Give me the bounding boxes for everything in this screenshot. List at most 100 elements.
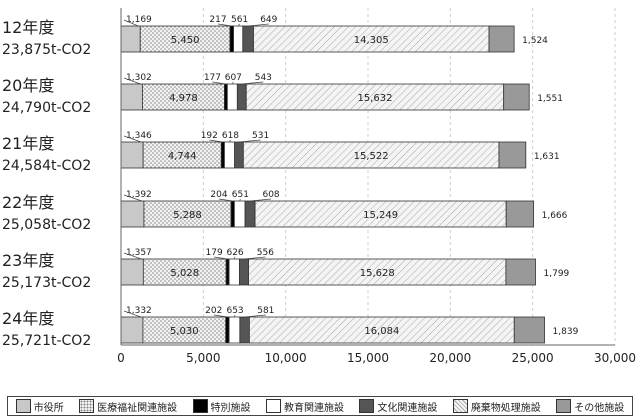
data-label: 653 <box>226 306 243 316</box>
data-label: 1,799 <box>544 269 570 279</box>
leader-line <box>213 314 228 318</box>
bar-segment <box>142 316 227 344</box>
legend: 市役所 医療福祉関連施設 特別施設 教育関連施設 文化関連施設 廃棄物処理施設 その他施設 <box>7 396 633 416</box>
bar-segment <box>220 141 225 169</box>
data-label: 581 <box>257 306 274 316</box>
bar-segment <box>242 141 500 169</box>
bar-segment <box>142 83 225 111</box>
bars: 5,450 14,305 1,169 217 561 649 1,524 4,978 15,63… <box>120 15 579 344</box>
leader-line <box>123 77 141 85</box>
data-label: 561 <box>231 15 248 25</box>
legend-label: その他施設 <box>574 402 625 414</box>
legend-swatch <box>452 399 468 413</box>
category-total-label: 25,058t-CO2 <box>2 217 91 233</box>
bar-segment <box>249 316 515 344</box>
data-label: 15,628 <box>360 268 395 279</box>
data-label: 202 <box>205 306 222 316</box>
bar-segment <box>498 141 527 169</box>
category-labels: 12年度 23,875t-CO2 20年度 24,790t-CO2 21年度 24,584… <box>2 18 91 349</box>
data-label: 1,346 <box>126 131 152 141</box>
legend-item: 市役所 <box>15 399 64 414</box>
leader-line <box>233 256 236 260</box>
x-tick-label: 30,000 <box>594 351 636 365</box>
bar-segment <box>225 258 230 286</box>
data-label: 5,450 <box>171 35 200 46</box>
data-label: 1,524 <box>522 36 548 46</box>
data-label: 177 <box>204 73 221 83</box>
legend-item: 廃棄物処理施設 <box>452 399 541 414</box>
data-label: 607 <box>225 73 242 83</box>
bar-segment <box>120 25 141 53</box>
bar-segment <box>226 83 238 111</box>
bar-segment <box>244 200 256 228</box>
legend-label: 文化関連施設 <box>377 402 438 414</box>
data-label: 626 <box>226 248 243 258</box>
data-label: 1,357 <box>126 248 152 258</box>
data-label: 14,305 <box>354 35 389 46</box>
bar-segment <box>229 25 234 53</box>
data-label: 649 <box>260 15 277 25</box>
legend-item: 医療福祉関連施設 <box>79 399 177 414</box>
data-label: 204 <box>210 190 227 200</box>
legend-swatch <box>556 399 572 413</box>
leader-line <box>212 81 226 85</box>
data-label: 5,030 <box>170 326 199 337</box>
leader-line <box>229 139 231 143</box>
legend-label: 市役所 <box>33 402 64 414</box>
legend-swatch <box>192 399 208 413</box>
bar-segment <box>143 200 232 228</box>
category-year-label: 12年度 <box>2 18 54 37</box>
x-tick-label: 5,000 <box>186 351 220 365</box>
x-tick-label: 15,000 <box>347 351 389 365</box>
bar-segment <box>224 83 228 111</box>
bar-segment <box>254 200 507 228</box>
bar-segment <box>238 258 249 286</box>
data-label: 217 <box>209 15 226 25</box>
data-label: 651 <box>232 190 249 200</box>
bar-segment <box>142 141 222 169</box>
leader-line <box>234 314 236 318</box>
category-year-label: 22年度 <box>2 193 54 212</box>
data-label: 16,084 <box>364 326 399 337</box>
legend-swatch <box>15 399 31 413</box>
leader-line <box>250 198 272 202</box>
data-label: 4,978 <box>169 93 198 104</box>
grid-lines <box>120 8 616 345</box>
data-label: 1,551 <box>537 94 563 104</box>
bar-segment <box>120 316 144 344</box>
legend-item: 文化関連施設 <box>359 399 437 414</box>
data-label: 1,839 <box>553 327 579 337</box>
data-label: 531 <box>252 131 269 141</box>
bar-segment <box>139 25 231 53</box>
bar-segment <box>513 316 545 344</box>
bar-segment <box>248 258 507 286</box>
category-year-label: 20年度 <box>2 76 54 95</box>
bar-segment <box>120 141 144 169</box>
data-label: 192 <box>201 131 218 141</box>
legend-swatch <box>79 399 95 413</box>
leader-line <box>244 314 266 318</box>
leader-line <box>123 194 143 202</box>
category-total-label: 25,721t-CO2 <box>2 333 91 349</box>
bar-segment <box>230 200 235 228</box>
leader-line <box>123 310 142 318</box>
leader-line <box>248 23 269 27</box>
category-year-label: 21年度 <box>2 134 54 153</box>
x-tick-label: 0 <box>117 351 125 365</box>
data-label: 15,249 <box>363 210 398 221</box>
bar-segment <box>233 25 244 53</box>
leader-line <box>241 81 264 85</box>
bar-segment <box>142 258 227 286</box>
x-axis: 0 5,000 10,000 15,000 20,000 25,000 30,000 <box>117 8 636 365</box>
bar-segment <box>245 83 505 111</box>
leader-line <box>217 23 232 27</box>
category-total-label: 25,173t-CO2 <box>2 275 91 291</box>
legend-label: 廃棄物処理施設 <box>470 402 541 414</box>
data-label: 15,632 <box>357 93 392 104</box>
leader-line <box>123 252 142 260</box>
data-label: 5,028 <box>170 268 199 279</box>
bar-segment <box>228 316 241 344</box>
leader-line <box>238 139 261 143</box>
legend-swatch <box>359 399 375 413</box>
data-label: 179 <box>206 248 223 258</box>
